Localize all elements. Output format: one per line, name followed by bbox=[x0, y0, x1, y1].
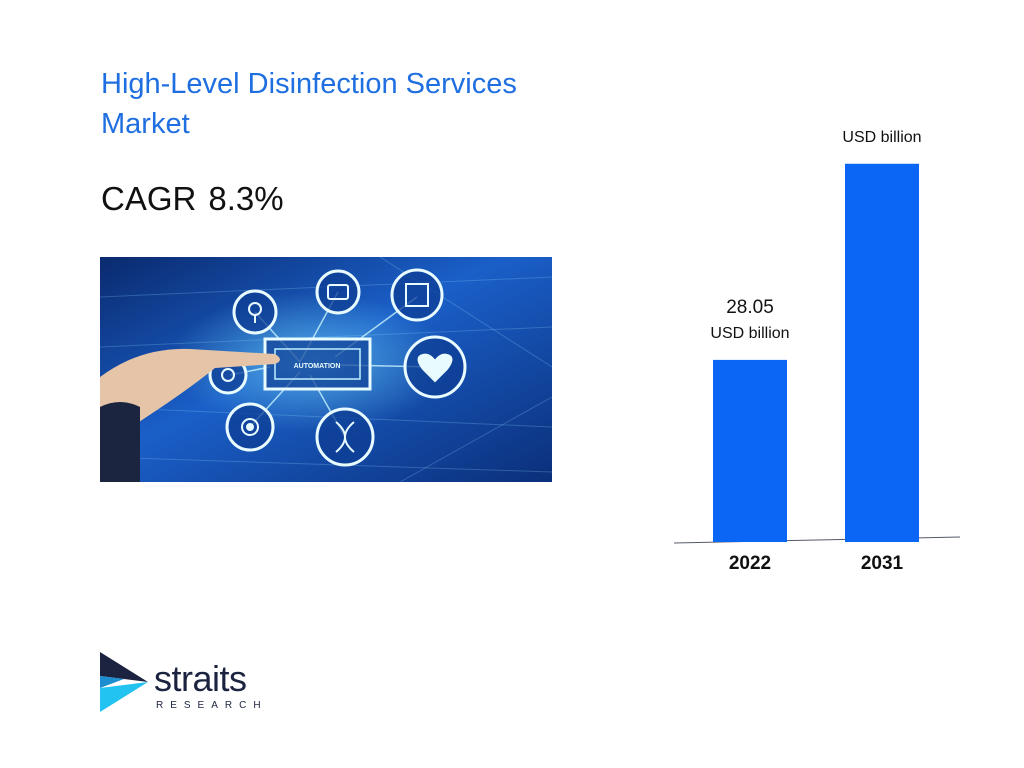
automation-hero-image: AUTOMATION bbox=[100, 257, 552, 482]
unit-label-2022: USD billion bbox=[710, 325, 789, 342]
value-label-2031: 58.26 bbox=[858, 120, 906, 122]
automation-caption: AUTOMATION bbox=[294, 363, 341, 370]
bar-2031 bbox=[845, 163, 919, 542]
cagr-label: CAGR bbox=[101, 180, 197, 217]
x-tick-label-2031: 2031 bbox=[861, 553, 904, 574]
logo-wordmark: straits bbox=[154, 658, 247, 699]
market-bar-chart: 28.05 USD billion 2022 58.26 USD billion 2031 bbox=[660, 101, 980, 590]
unit-label-2031: USD billion bbox=[842, 129, 921, 146]
straits-research-logo: straits RESEARCH bbox=[98, 652, 268, 716]
cagr-value: 8.3% bbox=[208, 180, 284, 217]
automation-illustration: AUTOMATION bbox=[100, 257, 552, 482]
bar-2022 bbox=[713, 359, 787, 542]
value-label-2022: 28.05 bbox=[726, 297, 774, 318]
x-tick-label-2022: 2022 bbox=[729, 553, 771, 574]
cagr-text: CAGR 8.3% bbox=[101, 180, 284, 218]
logo-mark-icon bbox=[100, 652, 148, 712]
bar-chart-svg: 28.05 USD billion 2022 58.26 USD billion 2031 bbox=[673, 101, 961, 574]
page-title: High-Level Disinfection Services Market bbox=[101, 68, 517, 140]
logo-subtitle: RESEARCH bbox=[156, 700, 268, 711]
